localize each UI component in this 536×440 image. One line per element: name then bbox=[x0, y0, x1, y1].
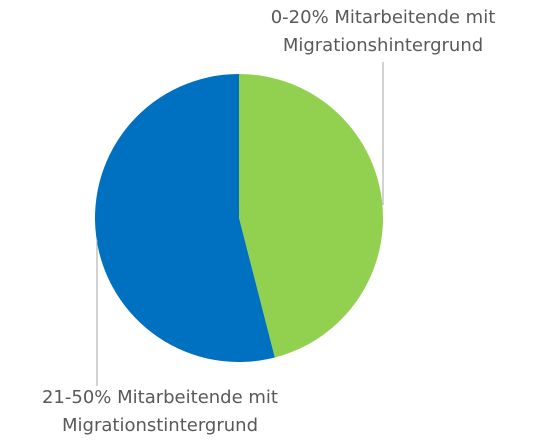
slice-label: 0-20% Mitarbeitende mit Migrationshinter… bbox=[270, 7, 496, 56]
pie-slice bbox=[95, 74, 275, 362]
pie-slice bbox=[239, 74, 384, 358]
slice-label: 21-50% Mitarbeitende mit Migrationstinte… bbox=[41, 387, 278, 436]
